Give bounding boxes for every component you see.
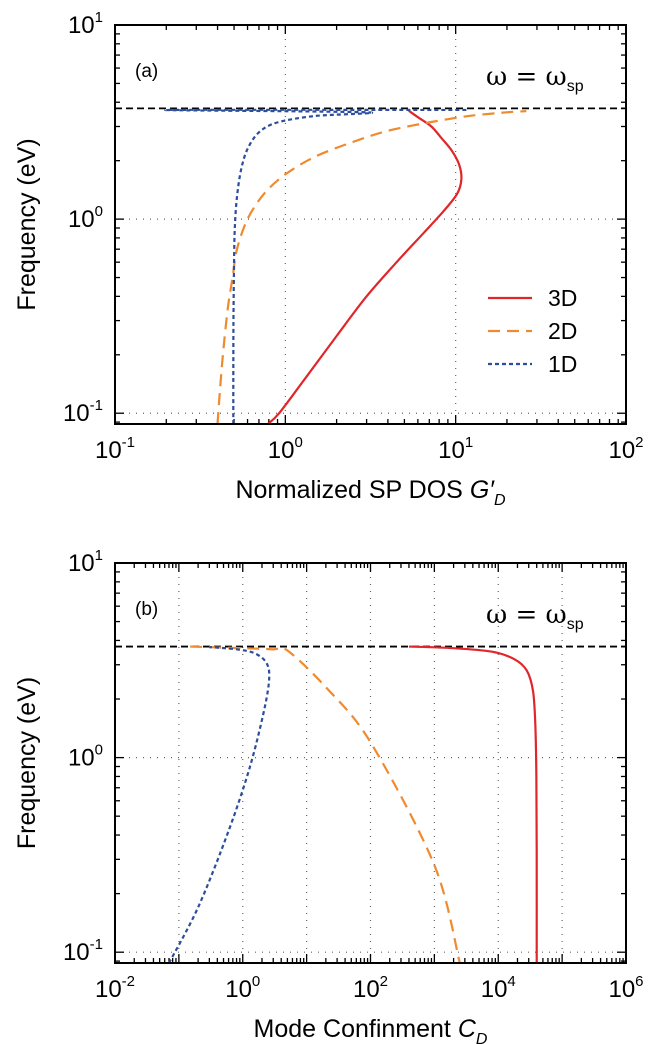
plot-frame (114, 562, 627, 964)
y-axis-label: Frequency (eV) (13, 138, 41, 310)
y-axis-label: Frequency (eV) (13, 677, 41, 849)
series-group (164, 108, 527, 424)
x-tick-label: 10-2 (95, 973, 135, 1003)
y-tick-label: 100 (68, 742, 103, 772)
plot-frame (114, 24, 627, 425)
x-tick-label: 100 (268, 434, 303, 464)
legend-label-1d: 1D (548, 351, 577, 377)
x-axis-label: Mode Confinment CD (254, 1015, 488, 1044)
x-tick-label: 106 (608, 973, 643, 1003)
x-axis-label: Normalized SP DOS G′D (235, 476, 505, 509)
omega-annotation: ω = ωsp (486, 62, 584, 95)
series-group (168, 645, 538, 963)
series-line-2d (216, 110, 527, 424)
panel-label: (b) (135, 599, 158, 620)
x-tick-label: 102 (608, 434, 643, 464)
legend-label-2d: 2D (548, 318, 577, 344)
legend: 3D 2D 1D (488, 285, 577, 377)
omega-annotation: ω = ωsp (486, 600, 584, 633)
x-tick-label: 100 (225, 973, 260, 1003)
x-tick-label: 104 (481, 973, 516, 1003)
series-line-2d (190, 645, 461, 963)
x-tick-label: 102 (353, 973, 388, 1003)
chart-panel-b: 10-2 100 102 104 106 10-1 100 101 (b) ω = ωsp Freq… (13, 547, 644, 1044)
y-tick-label: 101 (68, 9, 103, 39)
y-tick-label: 100 (68, 203, 103, 233)
series-line-3d (408, 645, 538, 963)
legend-label-3d: 3D (548, 285, 577, 311)
y-tick-label: 10-1 (63, 936, 103, 966)
panel-label: (a) (135, 61, 158, 82)
x-tick-label: 10-1 (95, 434, 135, 464)
series-line-3d (267, 109, 463, 424)
series-line-1d (168, 645, 271, 963)
x-tick-label: 101 (438, 434, 473, 464)
y-tick-label: 101 (68, 547, 103, 577)
y-tick-label: 10-1 (63, 397, 103, 427)
chart-panel-a: 10-1 100 101 102 10-1 100 101 (a) ω = ωsp Frequen… (13, 9, 644, 509)
series-line-1d (164, 108, 470, 424)
